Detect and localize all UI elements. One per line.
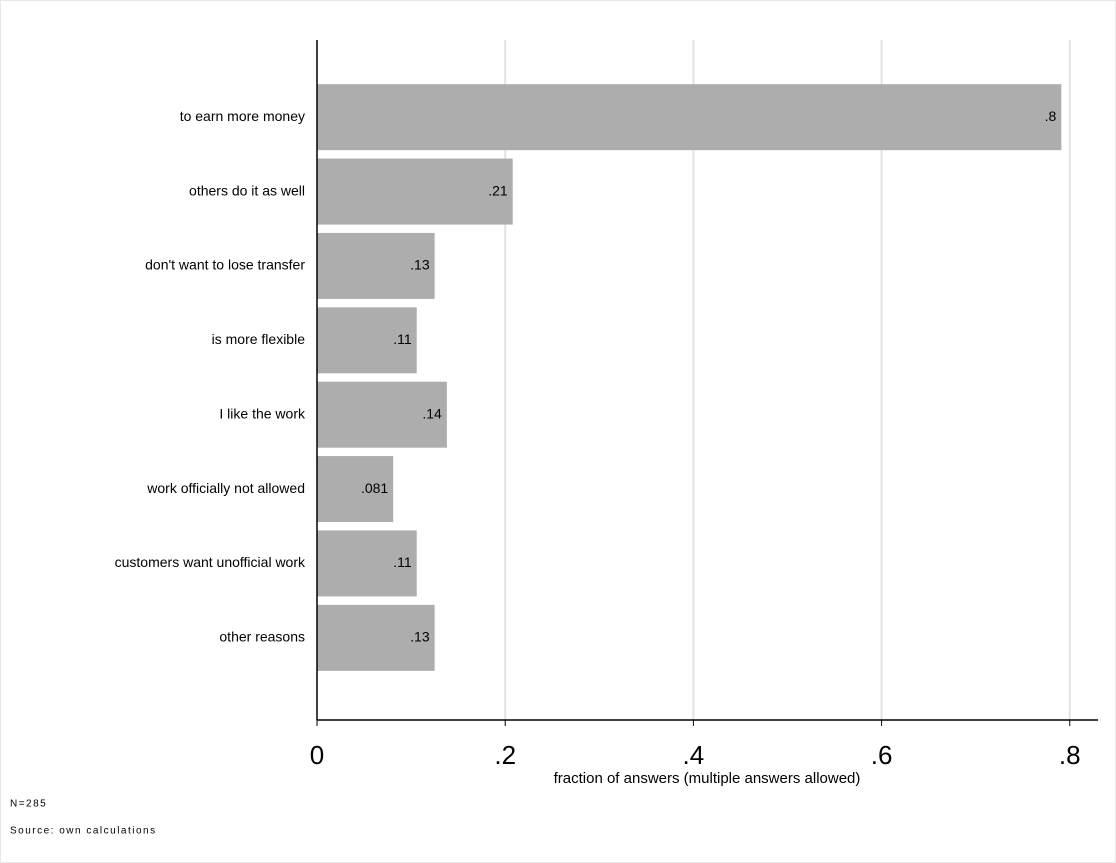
- value-label: .14: [422, 405, 442, 421]
- y-tick-label: don't want to lose transfer: [145, 257, 305, 273]
- bar: [317, 456, 394, 523]
- y-tick-label: is more flexible: [212, 331, 306, 347]
- y-tick-label: others do it as well: [189, 182, 305, 198]
- note: Source: own calculations: [10, 826, 157, 837]
- bar: [317, 530, 417, 597]
- bar: [317, 307, 417, 374]
- x-tick-label: .8: [1059, 740, 1081, 770]
- x-tick-label: .2: [494, 740, 516, 770]
- value-label: .11: [393, 331, 412, 347]
- value-label: .13: [410, 629, 430, 645]
- x-tick-label: 0: [310, 740, 324, 770]
- bar: [317, 158, 513, 225]
- y-tick-label: to earn more money: [180, 108, 305, 124]
- y-tick-label: work officially not allowed: [146, 480, 305, 496]
- x-tick-label: .6: [871, 740, 893, 770]
- y-tick-label: other reasons: [219, 629, 305, 645]
- y-tick-label: I like the work: [219, 405, 306, 421]
- value-label: .13: [410, 257, 430, 273]
- y-tick-label: customers want unofficial work: [115, 554, 306, 570]
- bar: [317, 232, 435, 299]
- x-tick-label: .4: [683, 740, 705, 770]
- note: N=285: [10, 799, 47, 810]
- value-label: .8: [1045, 108, 1057, 124]
- value-label: .21: [488, 182, 508, 198]
- bar: [317, 604, 435, 671]
- x-axis-title: fraction of answers (multiple answers al…: [554, 770, 861, 787]
- value-label: .11: [393, 554, 412, 570]
- bar: [317, 84, 1062, 151]
- bar: [317, 381, 447, 448]
- value-label: .081: [361, 480, 388, 496]
